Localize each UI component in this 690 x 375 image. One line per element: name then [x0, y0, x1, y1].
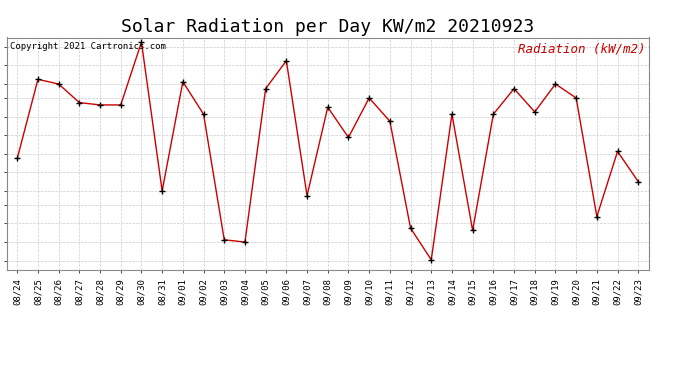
Title: Solar Radiation per Day KW/m2 20210923: Solar Radiation per Day KW/m2 20210923: [121, 18, 534, 36]
Text: Radiation (kW/m2): Radiation (kW/m2): [518, 42, 645, 55]
Text: Copyright 2021 Cartronics.com: Copyright 2021 Cartronics.com: [10, 42, 166, 51]
